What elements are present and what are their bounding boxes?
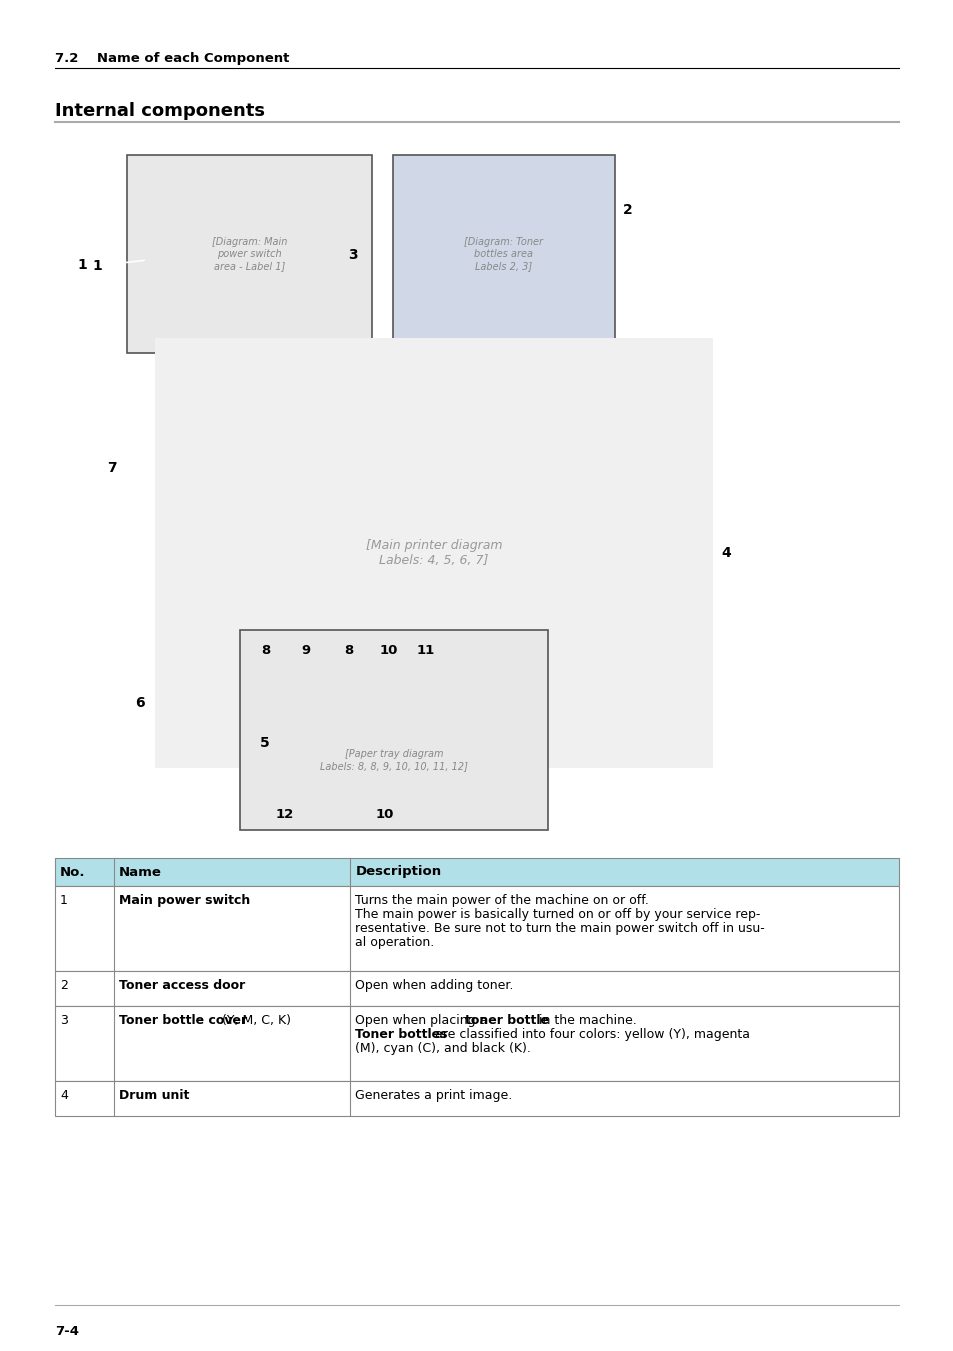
Text: resentative. Be sure not to turn the main power switch off in usu-: resentative. Be sure not to turn the mai…	[355, 921, 764, 935]
Bar	[240, 630, 547, 830]
Text: 10: 10	[375, 808, 394, 821]
Bar	[393, 155, 615, 353]
Text: 3: 3	[60, 1015, 68, 1027]
Text: 10: 10	[379, 644, 397, 657]
Bar	[55, 858, 898, 886]
Bar	[55, 1081, 898, 1116]
Text: Toner bottle cover: Toner bottle cover	[119, 1015, 247, 1027]
Text: 2: 2	[622, 203, 632, 218]
Text: 11: 11	[416, 644, 435, 657]
Text: 7-4: 7-4	[55, 1325, 79, 1337]
Text: Drum unit: Drum unit	[119, 1089, 190, 1102]
Text: Description: Description	[355, 866, 441, 878]
Text: 1: 1	[77, 258, 87, 272]
Text: No.: No.	[60, 866, 86, 878]
Bar	[55, 1006, 898, 1081]
Text: Turns the main power of the machine on or off.: Turns the main power of the machine on o…	[355, 894, 649, 907]
Text: The main power is basically turned on or off by your service rep-: The main power is basically turned on or…	[355, 908, 760, 921]
Text: 3: 3	[348, 249, 357, 262]
Text: (Y, M, C, K): (Y, M, C, K)	[218, 1015, 291, 1027]
Text: (M), cyan (C), and black (K).: (M), cyan (C), and black (K).	[355, 1042, 531, 1055]
Text: 7.2    Name of each Component: 7.2 Name of each Component	[55, 51, 289, 65]
Text: Generates a print image.: Generates a print image.	[355, 1089, 512, 1102]
Text: 8: 8	[261, 644, 271, 657]
Text: 8: 8	[344, 644, 354, 657]
Text: Open when placing a: Open when placing a	[355, 1015, 491, 1027]
Text: [Main printer diagram
Labels: 4, 5, 6, 7]: [Main printer diagram Labels: 4, 5, 6, 7…	[365, 539, 501, 567]
Text: [Diagram: Toner
bottles area
Labels 2, 3]: [Diagram: Toner bottles area Labels 2, 3…	[464, 238, 543, 270]
Text: toner bottle: toner bottle	[465, 1015, 549, 1027]
Text: [Diagram: Main
power switch
area - Label 1]: [Diagram: Main power switch area - Label…	[212, 238, 287, 270]
Bar	[55, 971, 898, 1006]
Text: 1: 1	[91, 259, 144, 273]
Text: in the machine.: in the machine.	[535, 1015, 636, 1027]
Text: 4: 4	[720, 546, 730, 561]
Bar	[154, 338, 712, 767]
Text: are classified into four colors: yellow (Y), magenta: are classified into four colors: yellow …	[431, 1028, 749, 1042]
Text: Toner bottles: Toner bottles	[355, 1028, 447, 1042]
Text: Main power switch: Main power switch	[119, 894, 250, 907]
Text: 1: 1	[60, 894, 68, 907]
Text: 9: 9	[301, 644, 311, 657]
Bar	[55, 886, 898, 971]
Text: [Paper tray diagram
Labels: 8, 8, 9, 10, 10, 11, 12]: [Paper tray diagram Labels: 8, 8, 9, 10,…	[319, 750, 468, 771]
Text: 4: 4	[60, 1089, 68, 1102]
Text: 6: 6	[135, 696, 145, 711]
Text: 5: 5	[260, 736, 270, 750]
Bar	[127, 155, 372, 353]
Text: 12: 12	[275, 808, 294, 821]
Text: 7: 7	[108, 461, 117, 476]
Text: 2: 2	[60, 979, 68, 992]
Text: Name: Name	[119, 866, 162, 878]
Text: Open when adding toner.: Open when adding toner.	[355, 979, 514, 992]
Text: Internal components: Internal components	[55, 101, 265, 120]
Text: al operation.: al operation.	[355, 936, 435, 948]
Text: Toner access door: Toner access door	[119, 979, 245, 992]
